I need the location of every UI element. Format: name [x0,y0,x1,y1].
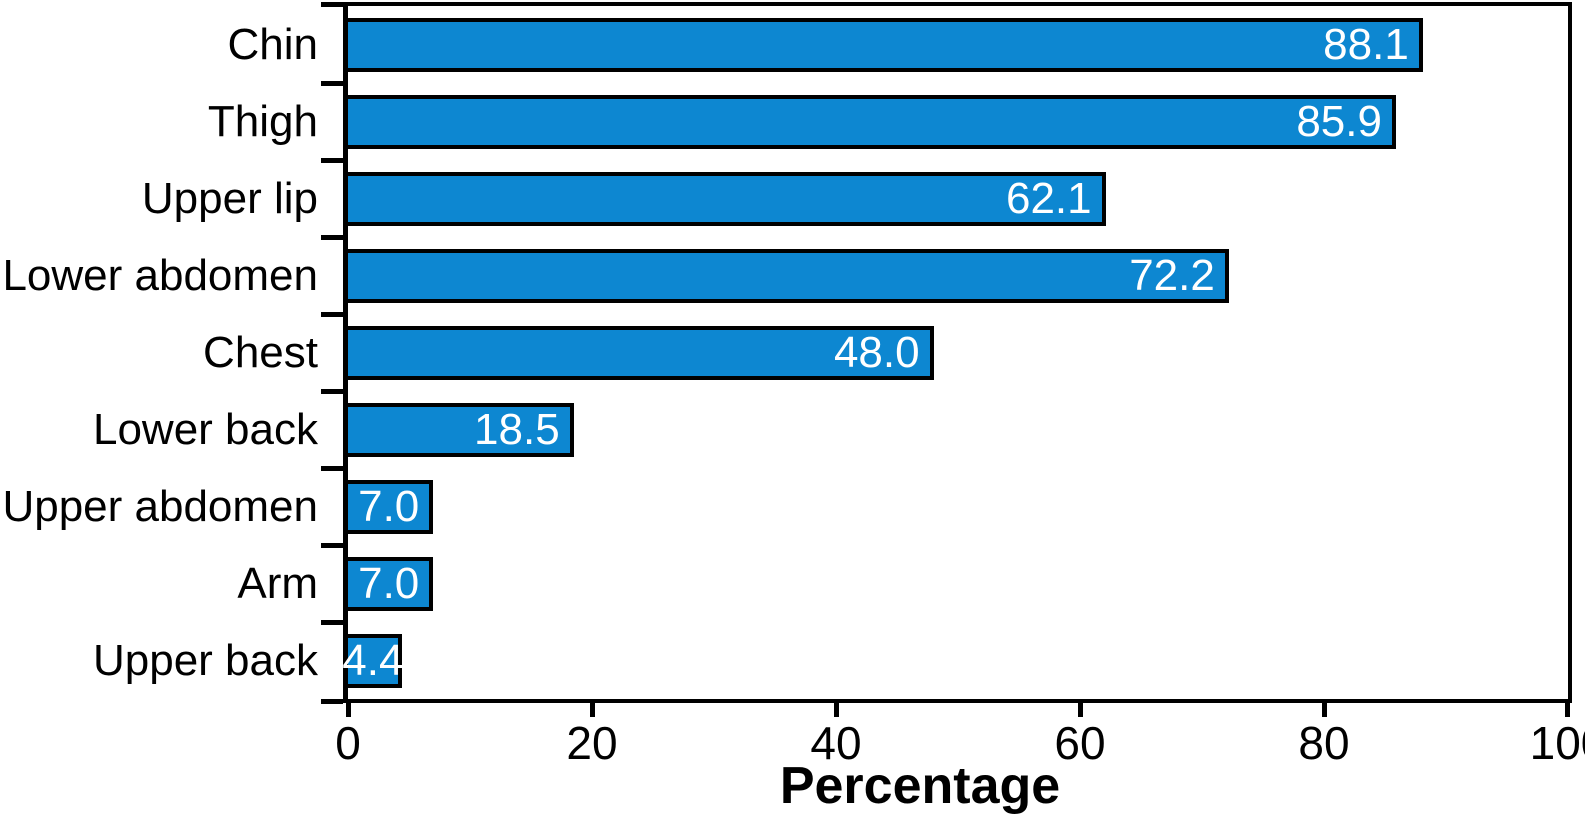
x-tick [1564,703,1570,717]
bar-lower-back: 18.5 [348,402,574,457]
category-label-upper-lip: Upper lip [141,173,318,223]
x-tick-label: 40 [810,717,862,769]
x-tick-label: 20 [566,717,618,769]
x-axis-title: Percentage [779,757,1061,815]
x-tick-label: 100 [1529,717,1585,769]
category-label-thigh: Thigh [207,96,318,146]
bar-value-label: 18.5 [474,404,560,454]
bar-value-label: 85.9 [1296,96,1382,146]
bar-value-label: 88.1 [1323,19,1409,69]
bar-value-label: 4.4 [342,635,404,685]
y-tick [321,80,343,86]
category-label-lower-back: Lower back [92,404,318,454]
y-tick [321,698,343,704]
x-tick [589,703,595,717]
y-tick [321,542,343,548]
plot-area: 88.1 85.9 62.1 72.2 48.0 18.5 7.0 7.0 4.4 [342,2,1572,703]
bar-value-label: 72.2 [1129,250,1215,300]
category-label-lower-abdomen: Lower abdomen [2,250,318,300]
x-tick-label: 60 [1054,717,1106,769]
category-label-arm: Arm [237,558,318,608]
y-tick [321,157,343,163]
x-tick-label: 80 [1298,717,1350,769]
x-tick [345,703,351,717]
y-tick [321,234,343,240]
y-tick [321,311,343,317]
bar-lower-abdomen: 72.2 [348,248,1229,303]
category-label-chin: Chin [227,19,319,69]
bar-chest: 48.0 [348,325,934,380]
bar-thigh: 85.9 [348,94,1396,149]
bar-chin: 88.1 [348,17,1423,72]
x-tick [1077,703,1083,717]
bar-arm: 7.0 [348,556,434,611]
bar-value-label: 48.0 [833,327,920,377]
x-tick [1321,703,1327,717]
bar-upper-back: 4.4 [342,633,403,688]
category-label-upper-abdomen: Upper abdomen [2,481,318,531]
x-tick [833,703,839,717]
y-tick [321,388,343,394]
y-tick [321,619,343,625]
bar-value-label: 7.0 [358,481,420,531]
category-label-chest: Chest [203,327,318,377]
bar-upper-lip: 62.1 [348,171,1106,226]
bar-upper-abdomen: 7.0 [348,479,434,534]
bar-value-label: 62.1 [1005,173,1092,223]
y-tick [321,1,343,7]
y-tick [321,465,343,471]
category-label-upper-back: Upper back [92,635,318,685]
x-tick-label: 0 [335,717,361,769]
bar-value-label: 7.0 [358,558,420,608]
